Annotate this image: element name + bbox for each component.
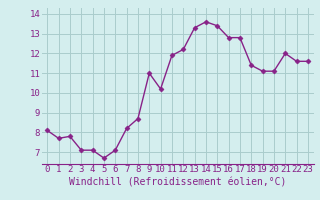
X-axis label: Windchill (Refroidissement éolien,°C): Windchill (Refroidissement éolien,°C) [69,177,286,187]
